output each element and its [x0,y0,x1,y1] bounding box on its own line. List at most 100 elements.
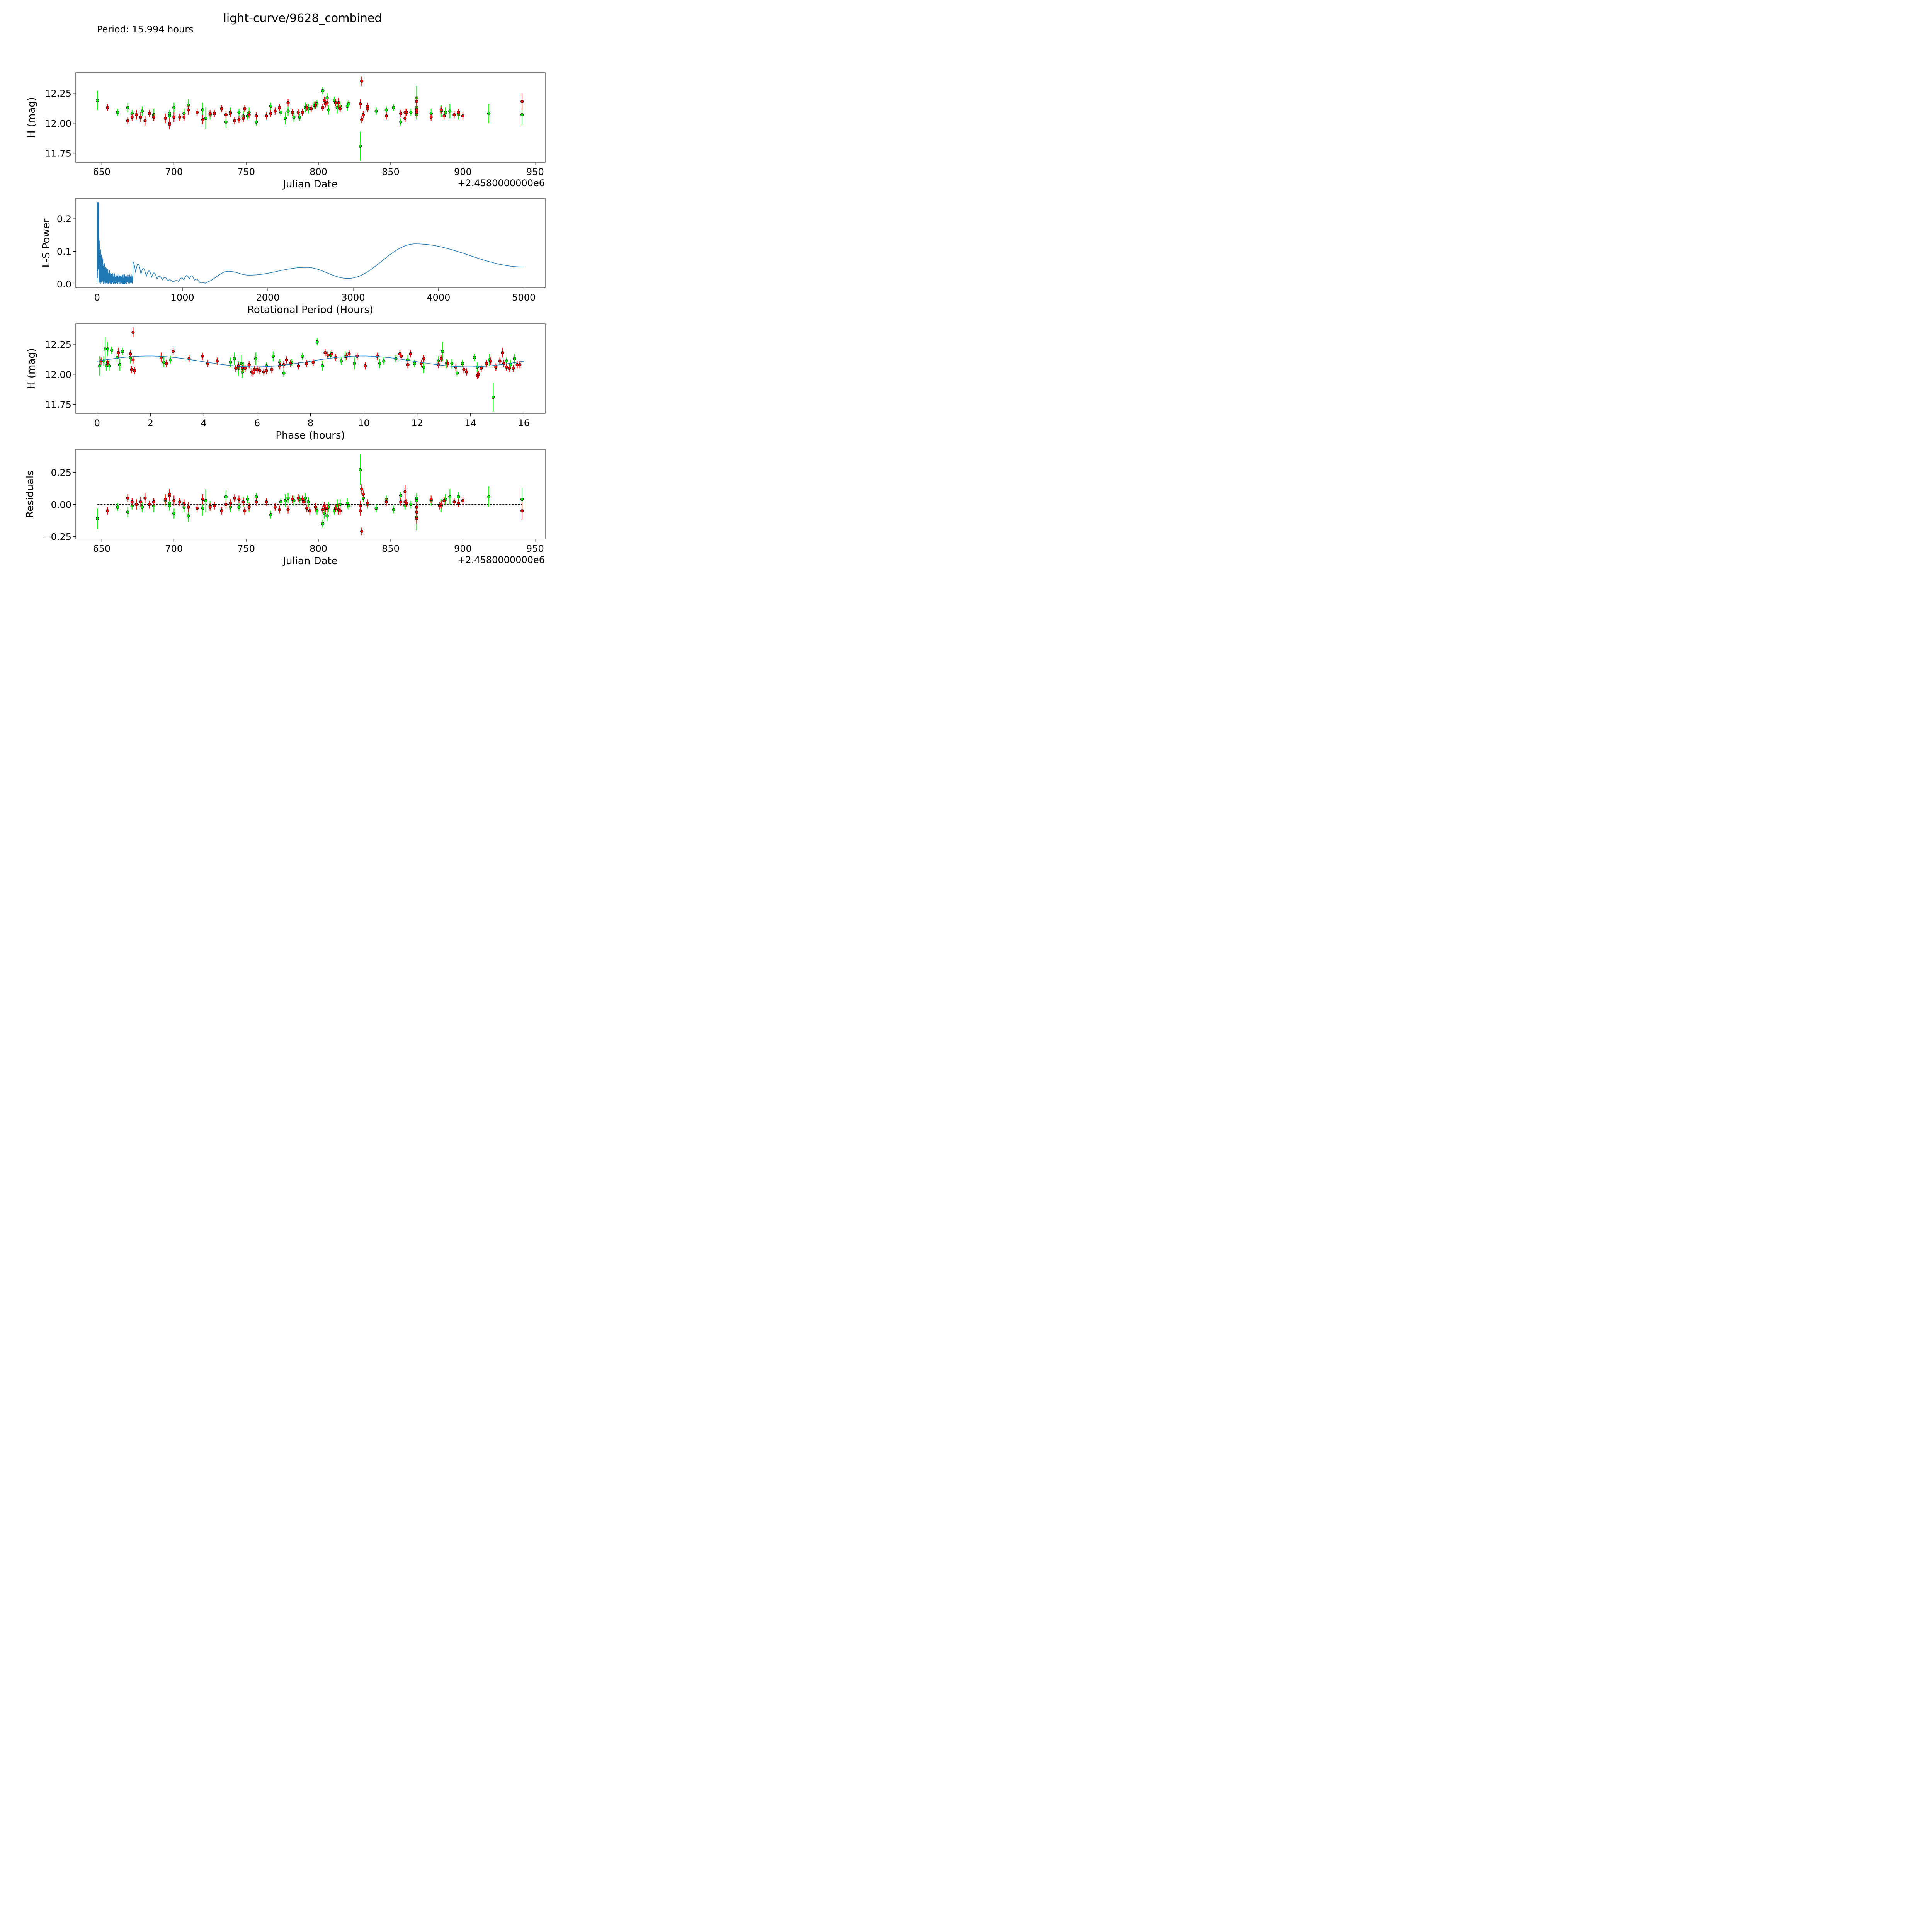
residuals-point-red [143,496,147,500]
residuals-point-green [415,496,418,500]
lightcurve-point-red [237,118,241,121]
phased-point-red [406,363,410,366]
residuals-point-red [442,499,446,502]
residuals-point-green [286,496,290,500]
phased-point-red [501,351,504,354]
residuals-point-red [305,507,309,510]
residuals-ylabel: Residuals [24,470,36,518]
phased-point-red [477,372,480,376]
phased-point-green [271,354,275,358]
lightcurve-point-red [182,116,186,119]
lightcurve-point-green [172,106,176,109]
figure-canvas: light-curve/9628_combined Period: 15.994… [24,12,546,567]
phased-point-green [168,358,172,362]
residuals-xtick-label: 850 [382,543,400,554]
phased-xtick-label: 12 [411,418,423,429]
lightcurve-point-red [360,79,364,83]
lightcurve-point-green [374,109,378,113]
periodogram-xtick-label: 5000 [512,292,536,303]
residuals-point-red [273,505,277,509]
lightcurve-point-red [291,111,294,114]
phased-point-red [131,330,135,334]
lightcurve-point-green [399,120,403,124]
phased-point-red [330,352,333,355]
residuals-point-red [247,505,251,509]
lightcurve-point-red [366,107,369,111]
lightcurve-point-red [195,111,199,114]
lightcurve-point-red [415,111,418,114]
lightcurve-xtick-label: 900 [454,167,472,177]
lightcurve-point-red [457,111,460,114]
residuals-point-red [163,498,167,501]
lightcurve-point-red [322,99,326,102]
lightcurve-point-green [298,116,301,119]
residuals-ytick-label: 0.25 [51,468,71,478]
lightcurve-xtick-label: 850 [382,167,400,177]
lightcurve-point-red [405,111,408,114]
lightcurve-point-red [314,103,317,107]
phased-point-red [347,352,351,355]
phased-point-red [446,362,450,365]
periodogram-ytick-label: 0.2 [57,214,71,224]
phased-point-red [494,366,498,369]
lightcurve-point-green [487,112,491,115]
phased-point-green [378,362,382,365]
lightcurve-point-red [172,116,176,119]
phased-point-red [171,350,175,353]
lightcurve-point-red [243,107,247,111]
lightcurve-xtick-label: 950 [526,167,544,177]
phased-point-green [121,350,124,353]
lightcurve-ytick-label: 12.00 [45,118,71,129]
residuals-point-red [168,492,172,496]
lightcurve-point-red [255,114,258,118]
phased-ytick-label: 12.00 [45,369,71,380]
residuals-point-red [126,496,129,500]
lightcurve-ylabel: H (mag) [26,97,37,138]
residuals-point-green [116,505,119,509]
lightcurve-point-red [278,106,281,109]
lightcurve-point-green [325,96,329,100]
residuals-point-green [168,502,172,505]
lightcurve-point-green [237,111,241,114]
phased-point-green [413,362,416,365]
phased-point-red [265,369,268,372]
lightcurve-point-green [444,111,447,114]
periodogram-line [97,202,524,285]
residuals-point-green [347,504,350,507]
residuals-point-red [338,509,342,513]
phased-point-green [492,395,495,399]
lightcurve-point-red [305,106,309,109]
lightcurve-point-red [360,118,364,121]
period-label: Period: 15.994 hours [97,24,194,35]
phased-point-red [117,351,120,354]
phased-point-red [270,368,274,371]
phased-point-red [515,363,519,366]
lightcurve-point-green [335,106,339,109]
phased-point-green [513,357,516,361]
phased-point-red [400,354,403,358]
residuals-points [95,454,524,536]
residuals-point-red [278,508,281,511]
phased-point-red [462,368,466,371]
lightcurve-point-red [213,112,216,115]
phased-point-green [254,357,258,361]
residuals-point-green [333,509,336,513]
residuals-point-green [448,495,452,498]
phased-point-green [315,340,319,344]
lightcurve-xtick-label: 800 [310,167,327,177]
lightcurve-point-green [283,117,287,120]
residuals-point-red [139,500,143,503]
residuals-point-red [228,502,232,505]
residuals-point-green [126,510,129,514]
phased-xtick-label: 2 [148,418,153,429]
lightcurve-xtick-label: 650 [93,167,111,177]
residuals-point-red [213,504,216,507]
residuals-panel: Julian Date Residuals +2.4580000000e6 65… [24,449,546,567]
residuals-point-red [201,498,205,501]
lightcurve-point-green [520,113,524,117]
lightcurve-point-red [415,100,418,103]
residuals-point-red [296,496,300,500]
phased-point-red [131,358,135,362]
lightcurve-point-red [247,113,251,117]
phased-point-red [258,369,262,372]
